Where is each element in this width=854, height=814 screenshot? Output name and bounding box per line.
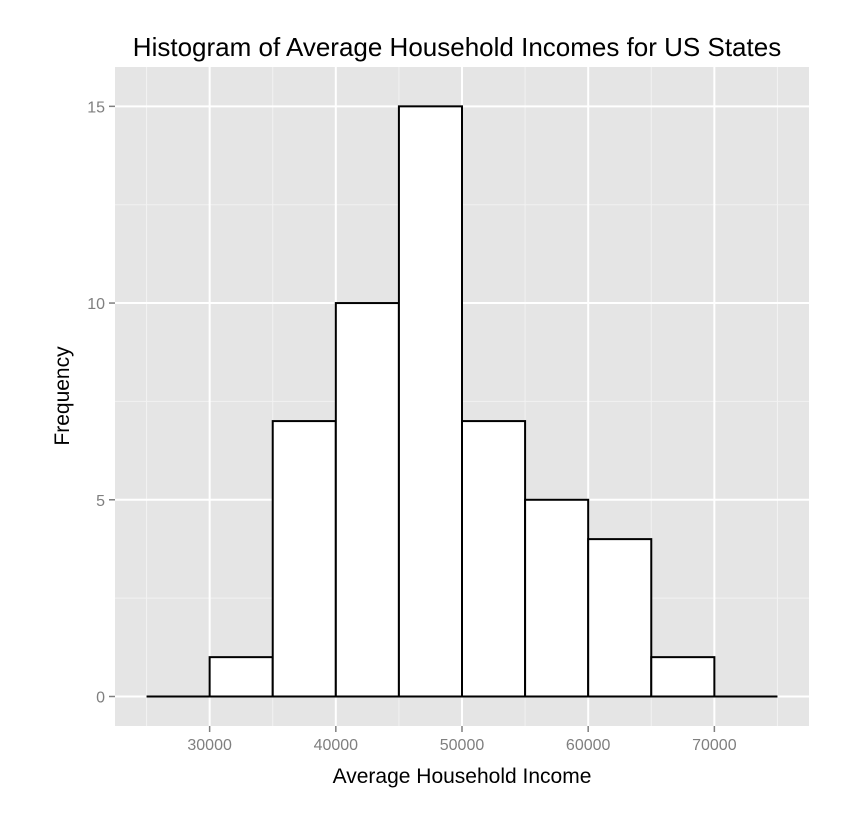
x-tick-label: 60000 <box>566 737 611 754</box>
y-axis-ticks: 0 5 10 15 <box>87 99 115 706</box>
chart-title: Histogram of Average Household Incomes f… <box>133 32 781 62</box>
histogram-bar <box>334 302 400 698</box>
histogram-bar <box>524 498 590 698</box>
x-tick-label: 30000 <box>187 737 232 754</box>
y-tick-label: 5 <box>96 493 105 510</box>
histogram-bars <box>146 105 778 698</box>
histogram-bar <box>461 420 527 698</box>
y-tick-label: 0 <box>96 689 105 706</box>
histogram-bar <box>271 420 337 698</box>
y-axis-title: Frequency <box>51 346 74 446</box>
x-axis-ticks: 30000 40000 50000 60000 70000 <box>187 726 737 754</box>
histogram-bar <box>650 656 716 698</box>
histogram-bar <box>397 105 463 698</box>
x-tick-label: 40000 <box>314 737 359 754</box>
x-tick-label: 70000 <box>692 737 737 754</box>
y-tick-label: 10 <box>87 296 105 313</box>
histogram-bar <box>208 656 274 698</box>
x-tick-label: 50000 <box>440 737 485 754</box>
y-tick-label: 15 <box>87 99 105 116</box>
x-axis-title: Average Household Income <box>333 765 592 788</box>
histogram-bar <box>587 538 653 698</box>
